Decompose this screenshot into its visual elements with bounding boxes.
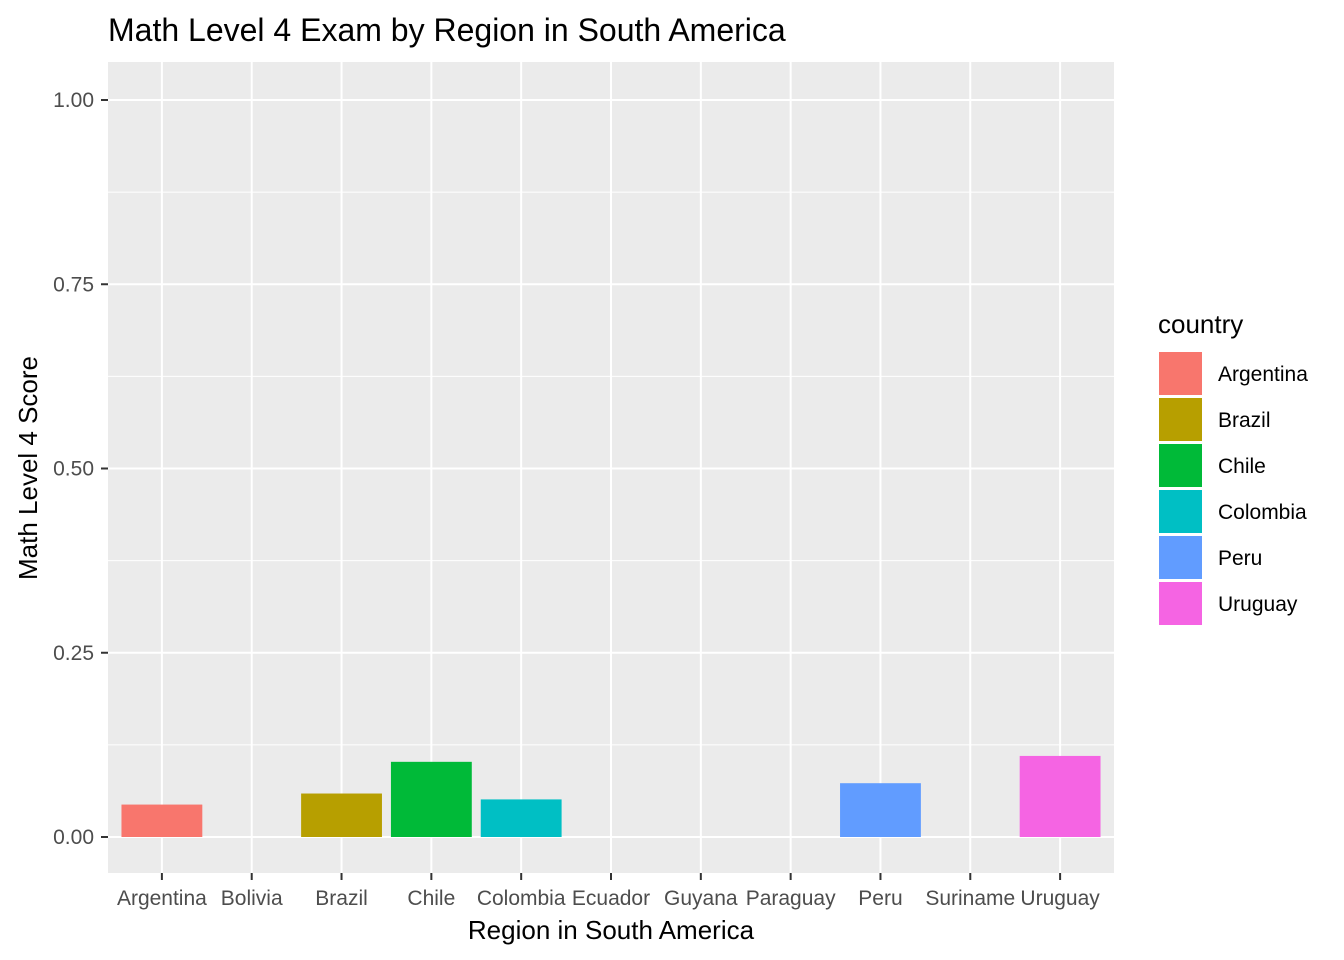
legend-key-chile [1159,444,1202,487]
bar-brazil [301,793,382,837]
legend-label: Peru [1218,547,1262,570]
bars [121,755,1101,837]
x-tick-label: Peru [858,887,902,910]
x-tick-label: Chile [407,887,455,910]
y-tick-label: 1.00 [53,89,94,112]
legend-key-colombia [1159,490,1202,533]
x-tick-label: Colombia [477,887,566,910]
y-axis-title: Math Level 4 Score [13,356,43,580]
legend-label: Chile [1218,455,1266,478]
bar-peru [840,783,921,837]
legend-label: Uruguay [1218,593,1298,616]
legend-key-argentina [1159,352,1202,395]
x-axis-title: Region in South America [468,915,755,945]
x-tick-label: Ecuador [572,887,650,910]
x-tick-label: Uruguay [1020,887,1100,910]
bar-argentina [121,804,203,837]
legend: country Argentina Brazil Chile Colombia Peru… [1158,309,1308,625]
legend-label: Brazil [1218,409,1271,432]
legend-key-brazil [1159,398,1202,441]
legend-label: Colombia [1218,501,1307,524]
legend-key-uruguay [1159,582,1202,625]
y-tick-label: 0.75 [53,273,94,296]
x-tick-label: Paraguay [746,887,836,910]
x-axis: Argentina Bolivia Brazil Chile Colombia Ecuad… [117,873,1100,910]
legend-title: country [1158,309,1243,339]
bar-uruguay [1019,755,1101,837]
y-tick-label: 0.25 [53,642,94,665]
legend-key-peru [1159,536,1202,579]
y-tick-label: 0.00 [53,826,94,849]
legend-label: Argentina [1218,363,1308,386]
x-tick-label: Argentina [117,887,207,910]
y-tick-label: 0.50 [53,458,94,481]
chart-title: Math Level 4 Exam by Region in South Ame… [108,12,786,48]
y-axis: 0.00 0.25 0.50 0.75 1.00 [53,89,108,849]
x-tick-label: Suriname [925,887,1015,910]
x-tick-label: Guyana [664,887,738,910]
x-tick-label: Bolivia [221,887,283,910]
bar-chile [390,761,472,837]
bar-colombia [480,799,562,837]
x-tick-label: Brazil [315,887,368,910]
major-gridlines [108,62,1114,873]
